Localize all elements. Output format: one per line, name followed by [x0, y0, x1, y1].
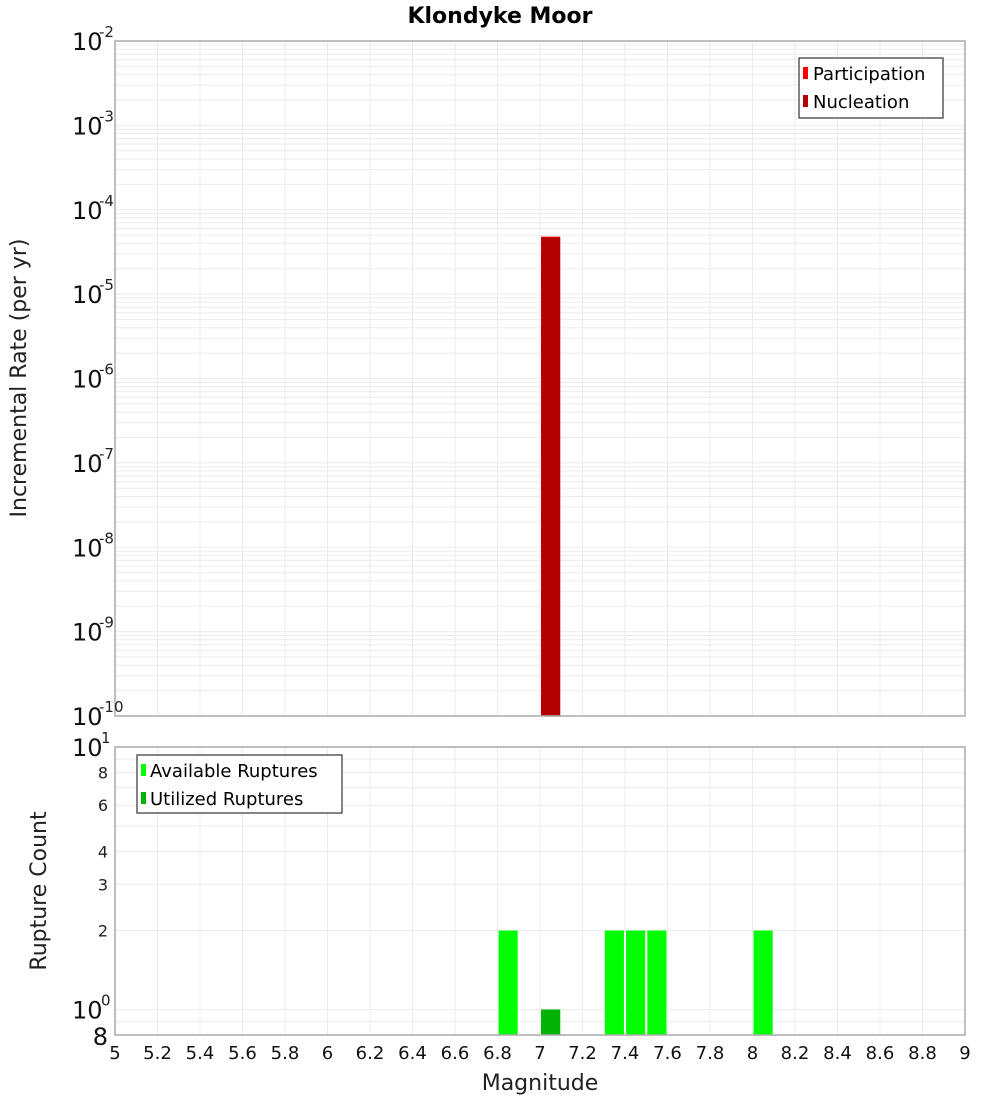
svg-text:7.2: 7.2	[568, 1043, 597, 1064]
bottom-bars	[498, 930, 773, 1035]
svg-text:10: 10	[72, 28, 103, 56]
svg-text:2: 2	[98, 922, 108, 941]
top-bars	[541, 236, 561, 716]
svg-text:-4: -4	[99, 192, 114, 210]
x-ticks: 5 5.2 5.4 5.6 5.8 6 6.2 6.4 6.6 6.8 7 7.2 7.4 7.6 7.8 8…	[109, 1043, 970, 1064]
svg-text:6.4: 6.4	[398, 1043, 427, 1064]
svg-text:5.2: 5.2	[143, 1043, 172, 1064]
top-y-ticks: 10-210-310-410-510-610-710-810-910-10	[72, 23, 124, 731]
svg-text:6: 6	[322, 1043, 333, 1064]
svg-text:10: 10	[72, 619, 103, 647]
top-legend-box	[798, 57, 944, 119]
legend-nucleation: Nucleation	[813, 92, 909, 113]
svg-text:10: 10	[72, 112, 103, 140]
svg-text:6.6: 6.6	[441, 1043, 470, 1064]
svg-text:10: 10	[72, 197, 103, 225]
svg-text:1: 1	[101, 729, 111, 747]
x-axis-label: Magnitude	[482, 1071, 599, 1096]
svg-text:5.8: 5.8	[271, 1043, 300, 1064]
legend-utilized-ruptures: Utilized Ruptures	[150, 789, 303, 810]
svg-text:8.8: 8.8	[908, 1043, 937, 1064]
svg-text:6.8: 6.8	[483, 1043, 512, 1064]
legend-participation: Participation	[813, 64, 925, 85]
top-y-axis-label: Incremental Rate (per yr)	[7, 239, 32, 518]
svg-text:8: 8	[747, 1043, 758, 1064]
svg-text:7.4: 7.4	[611, 1043, 640, 1064]
nucleation-swatch-icon	[803, 95, 808, 107]
svg-text:10: 10	[72, 734, 103, 762]
svg-text:3: 3	[98, 875, 108, 894]
svg-text:7.8: 7.8	[696, 1043, 725, 1064]
svg-text:-10: -10	[99, 698, 124, 716]
svg-text:8.4: 8.4	[823, 1043, 852, 1064]
svg-text:9: 9	[959, 1043, 970, 1064]
svg-text:-3: -3	[99, 107, 114, 125]
svg-text:8.6: 8.6	[866, 1043, 895, 1064]
legend-available-ruptures: Available Ruptures	[150, 761, 318, 782]
svg-text:8.2: 8.2	[781, 1043, 810, 1064]
utilized-swatch-icon	[141, 792, 146, 804]
svg-text:-6: -6	[99, 361, 114, 379]
svg-text:10: 10	[72, 997, 103, 1025]
svg-text:10: 10	[72, 703, 103, 731]
bottom-plot-frame	[114, 746, 966, 1036]
svg-text:5.6: 5.6	[228, 1043, 257, 1064]
svg-text:0: 0	[101, 992, 111, 1010]
svg-text:6: 6	[98, 796, 108, 815]
svg-text:-7: -7	[99, 445, 114, 463]
svg-text:6.2: 6.2	[356, 1043, 385, 1064]
bottom-legend: Available Ruptures Utilized Ruptures	[136, 754, 343, 814]
svg-text:7.6: 7.6	[653, 1043, 682, 1064]
top-plot-incremental-rate: 10-210-310-410-510-610-710-810-910-10 In…	[7, 23, 966, 731]
participation-swatch-icon	[803, 67, 808, 79]
available-swatch-icon	[141, 764, 146, 776]
svg-text:7: 7	[534, 1043, 545, 1064]
bottom-legend-box	[136, 754, 343, 814]
top-grid	[114, 41, 966, 717]
svg-text:8: 8	[93, 1023, 108, 1051]
svg-text:-2: -2	[99, 23, 114, 41]
svg-text:10: 10	[72, 281, 103, 309]
top-plot-frame	[114, 40, 966, 717]
svg-text:5.4: 5.4	[186, 1043, 215, 1064]
svg-text:-5: -5	[99, 276, 114, 294]
svg-text:10: 10	[72, 534, 103, 562]
svg-text:10: 10	[72, 366, 103, 394]
chart-title: Klondyke Moor	[407, 4, 592, 29]
svg-text:-9: -9	[99, 614, 114, 632]
bottom-y-axis-label: Rupture Count	[27, 811, 52, 971]
svg-text:5: 5	[109, 1043, 120, 1064]
svg-text:8: 8	[98, 763, 108, 782]
svg-text:-8: -8	[99, 529, 114, 547]
top-legend: Participation Nucleation	[798, 57, 944, 119]
svg-text:4: 4	[98, 842, 108, 861]
svg-text:10: 10	[72, 450, 103, 478]
